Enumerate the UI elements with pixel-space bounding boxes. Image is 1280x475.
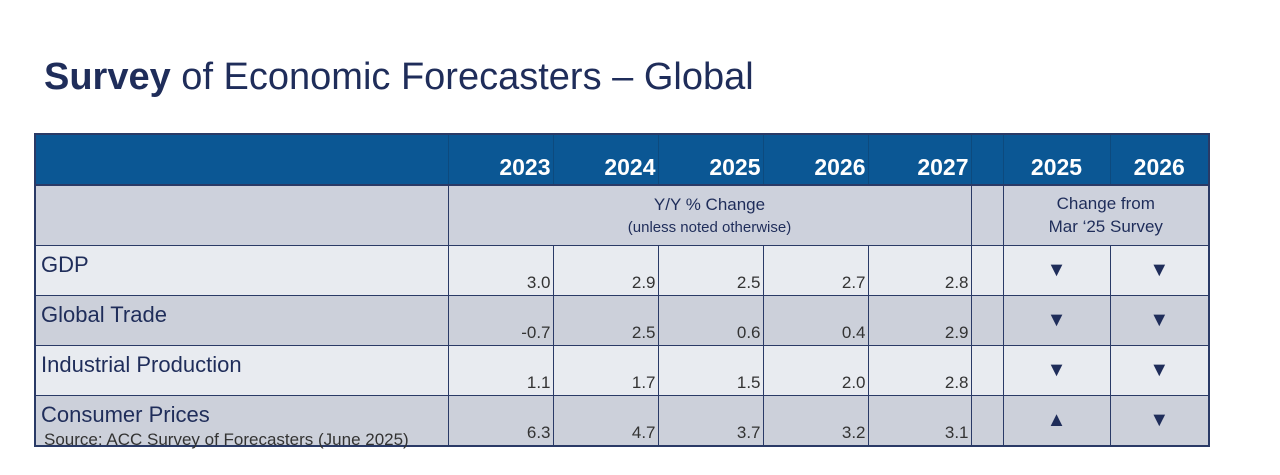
forecast-table: 2023 2024 2025 2026 2027 2025 2026 Y/Y %… [34,133,1210,447]
arrow-down-icon: ▼ [1002,295,1111,346]
subheader-row: Y/Y % Change (unless noted otherwise) Ch… [34,184,1210,246]
year-header: 2027 [867,133,972,186]
value-cell: 2.5 [552,295,659,346]
row-label: Consumer Prices [34,395,449,447]
value-cell: -0.7 [447,295,554,346]
row-label: Global Trade [34,295,449,346]
table-row: Consumer Prices 6.3 4.7 3.7 3.2 3.1 ▲ ▼ [34,395,1210,447]
value-cell: 2.9 [867,295,972,346]
table-row: GDP 3.0 2.9 2.5 2.7 2.8 ▼ ▼ [34,245,1210,296]
year-header: 2025 [657,133,764,186]
arrow-down-icon: ▼ [1109,245,1210,296]
value-cell: 2.0 [762,345,869,396]
row-label: Industrial Production [34,345,449,396]
arrow-down-icon: ▼ [1002,345,1111,396]
source-note: Source: ACC Survey of Forecasters (June … [44,430,409,449]
value-cell: 1.1 [447,345,554,396]
arrow-down-icon: ▼ [1002,245,1111,296]
value-cell: 6.3 [447,395,554,447]
year-header: 2026 [762,133,869,186]
value-cell: 3.1 [867,395,972,447]
value-cell: 1.7 [552,345,659,396]
arrow-down-icon: ▼ [1109,345,1210,396]
yy-change-label: Y/Y % Change (unless noted otherwise) [447,184,972,246]
year-header: 2023 [447,133,554,186]
value-cell: 3.7 [657,395,764,447]
value-cell: 2.5 [657,245,764,296]
change-from-label: Change from Mar ‘25 Survey [1002,184,1210,246]
arrow-down-icon: ▼ [1109,295,1210,346]
arrow-up-icon: ▲ [1002,395,1111,447]
table-row: Global Trade -0.7 2.5 0.6 0.4 2.9 ▼ ▼ [34,295,1210,346]
change-year-header: 2026 [1109,133,1210,186]
value-cell: 4.7 [552,395,659,447]
year-header: 2024 [552,133,659,186]
change-year-header: 2025 [1002,133,1111,186]
value-cell: 2.8 [867,345,972,396]
value-cell: 0.4 [762,295,869,346]
arrow-down-icon: ▼ [1109,395,1210,447]
page-title: Survey of Economic Forecasters – Global [44,56,754,98]
value-cell: 2.7 [762,245,869,296]
row-label: GDP [34,245,449,296]
value-cell: 2.8 [867,245,972,296]
value-cell: 3.0 [447,245,554,296]
table-row: Industrial Production 1.1 1.7 1.5 2.0 2.8 ▼ ▼ [34,345,1210,396]
value-cell: 0.6 [657,295,764,346]
header-row: 2023 2024 2025 2026 2027 2025 2026 [34,133,1210,186]
value-cell: 3.2 [762,395,869,447]
value-cell: 2.9 [552,245,659,296]
value-cell: 1.5 [657,345,764,396]
